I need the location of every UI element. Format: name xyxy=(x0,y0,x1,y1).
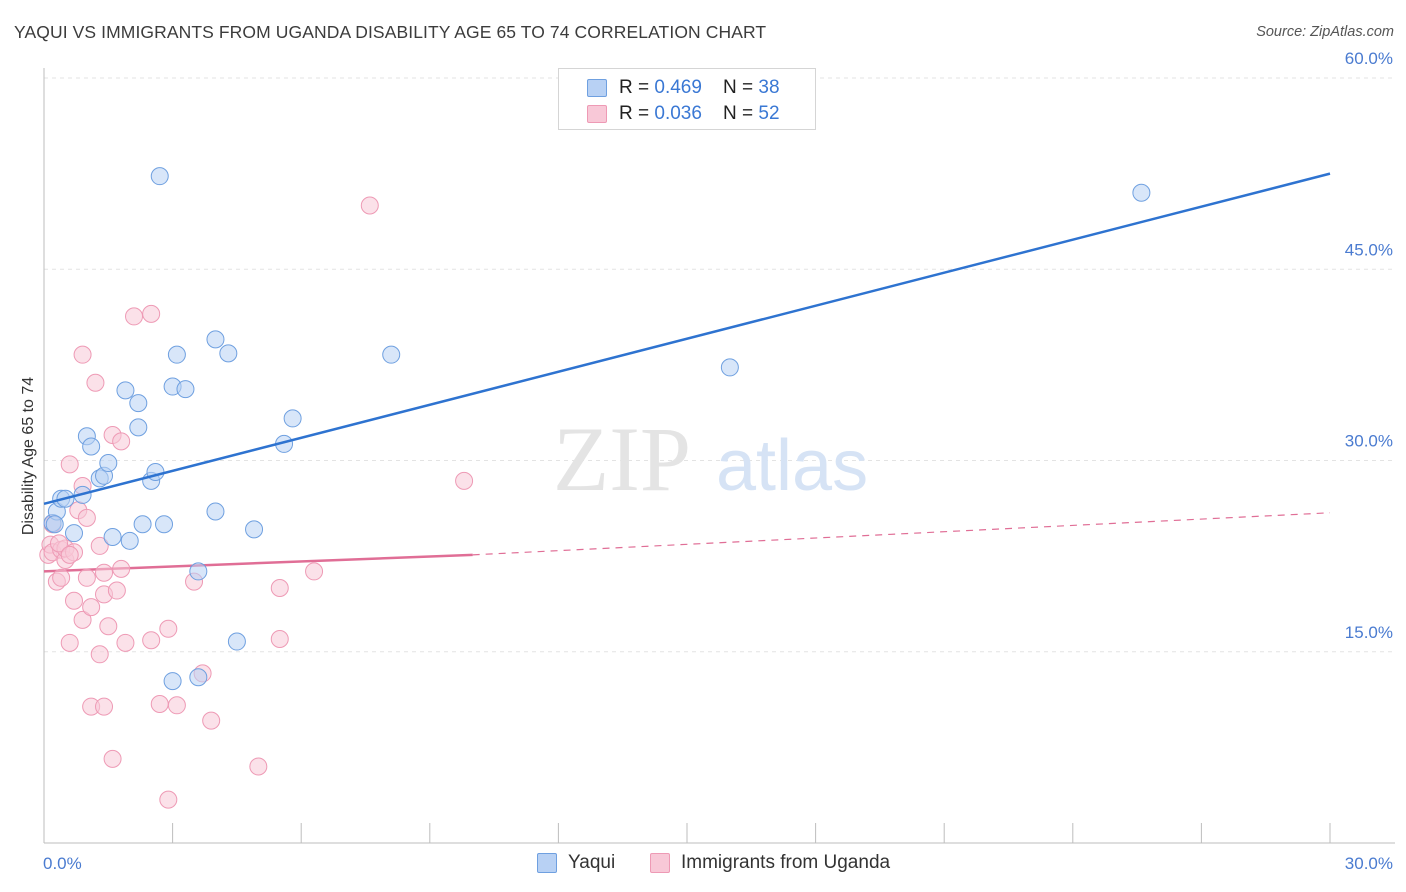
point-uganda-9 xyxy=(60,455,79,474)
legend-swatch-uganda xyxy=(587,105,607,123)
y-tick-label-1: 30.0% xyxy=(1345,432,1393,451)
point-uganda-25 xyxy=(95,697,114,716)
point-yaqui-31 xyxy=(245,520,264,539)
trendline-uganda-extension xyxy=(472,512,1331,556)
point-uganda-31 xyxy=(112,432,131,451)
legend-n-value-uganda: 52 xyxy=(758,103,780,124)
point-uganda-17 xyxy=(77,568,96,587)
legend-r-label: R = xyxy=(619,77,655,98)
series-label-yaqui: Yaqui xyxy=(568,852,616,873)
point-yaqui-27 xyxy=(206,502,225,521)
point-uganda-47 xyxy=(360,196,379,215)
point-uganda-44 xyxy=(270,579,289,597)
point-uganda-42 xyxy=(202,711,221,730)
point-yaqui-29 xyxy=(219,344,238,363)
y-tick-label-3: 60.0% xyxy=(1345,49,1393,68)
point-uganda-34 xyxy=(142,631,161,650)
point-uganda-33 xyxy=(125,307,144,326)
point-yaqui-28 xyxy=(206,330,225,349)
legend-r-value-uganda: 0.036 xyxy=(654,103,702,124)
point-uganda-50 xyxy=(50,534,69,553)
point-yaqui-11 xyxy=(103,528,122,546)
zipatlas-watermark: ZIP atlas xyxy=(553,408,868,510)
point-yaqui-4 xyxy=(65,524,84,543)
point-yaqui-12 xyxy=(116,381,135,400)
point-yaqui-16 xyxy=(133,515,152,534)
point-yaqui-33 xyxy=(283,409,302,428)
point-yaqui-24 xyxy=(176,380,195,399)
point-yaqui-34 xyxy=(382,345,401,364)
point-uganda-39 xyxy=(167,696,186,715)
point-uganda-46 xyxy=(305,562,324,581)
point-uganda-30 xyxy=(112,559,131,578)
chart-title: YAQUI VS IMMIGRANTS FROM UGANDA DISABILI… xyxy=(14,22,767,42)
point-uganda-37 xyxy=(159,619,178,638)
point-uganda-35 xyxy=(142,304,161,323)
legend-r-value-yaqui: 0.469 xyxy=(654,77,702,98)
point-uganda-8 xyxy=(60,633,79,652)
x-tick-label-1: 30.0% xyxy=(1345,854,1393,873)
point-uganda-43 xyxy=(249,757,268,776)
point-uganda-26 xyxy=(99,617,118,636)
point-uganda-23 xyxy=(95,563,114,582)
legend-n-value-yaqui: 38 xyxy=(758,77,780,98)
watermark-zip: ZIP xyxy=(553,408,691,510)
point-uganda-45 xyxy=(270,630,289,648)
point-yaqui-37 xyxy=(45,515,64,534)
point-yaqui-25 xyxy=(189,668,208,687)
series-swatch-uganda xyxy=(650,853,670,873)
point-uganda-13 xyxy=(73,610,92,629)
point-yaqui-19 xyxy=(150,167,169,186)
point-uganda-32 xyxy=(116,633,135,652)
point-yaqui-7 xyxy=(82,437,101,456)
point-uganda-22 xyxy=(90,645,109,664)
point-yaqui-20 xyxy=(155,515,174,534)
series-swatch-yaqui xyxy=(537,853,557,873)
point-yaqui-10 xyxy=(99,454,118,473)
point-yaqui-21 xyxy=(163,672,182,691)
point-uganda-14 xyxy=(73,345,92,364)
source-label: Source: ZipAtlas.com xyxy=(1256,24,1394,40)
point-yaqui-26 xyxy=(189,562,208,581)
point-uganda-27 xyxy=(103,749,122,768)
point-yaqui-23 xyxy=(167,345,186,364)
point-yaqui-30 xyxy=(227,632,246,651)
point-uganda-38 xyxy=(159,790,178,809)
y-tick-label-0: 15.0% xyxy=(1345,623,1393,642)
point-uganda-18 xyxy=(82,598,101,617)
point-uganda-36 xyxy=(150,695,169,714)
legend-n-label: N = xyxy=(723,103,759,124)
series-label-uganda: Immigrants from Uganda xyxy=(681,852,891,873)
point-uganda-48 xyxy=(455,471,474,490)
point-yaqui-14 xyxy=(129,418,148,437)
point-uganda-5 xyxy=(52,568,71,587)
point-uganda-51 xyxy=(60,545,79,564)
x-tick-label-0: 0.0% xyxy=(43,854,82,873)
watermark-atlas: atlas xyxy=(716,426,868,506)
y-tick-label-2: 45.0% xyxy=(1345,240,1393,259)
point-uganda-29 xyxy=(107,581,126,600)
point-yaqui-36 xyxy=(1132,183,1151,202)
point-uganda-16 xyxy=(77,508,96,527)
legend-swatch-yaqui xyxy=(587,79,607,97)
point-yaqui-15 xyxy=(129,394,148,413)
point-yaqui-13 xyxy=(120,531,139,550)
point-uganda-11 xyxy=(65,591,84,610)
correlation-legend: R = 0.469 N = 38 R = 0.036 N = 52 xyxy=(558,68,816,130)
point-uganda-21 xyxy=(90,536,109,555)
legend-n-label: N = xyxy=(723,77,759,98)
trendline-yaqui xyxy=(43,172,1331,506)
point-yaqui-35 xyxy=(720,358,739,377)
legend-r-label: R = xyxy=(619,103,655,124)
point-uganda-20 xyxy=(86,373,105,392)
y-axis-label: Disability Age 65 to 74 xyxy=(20,377,37,535)
